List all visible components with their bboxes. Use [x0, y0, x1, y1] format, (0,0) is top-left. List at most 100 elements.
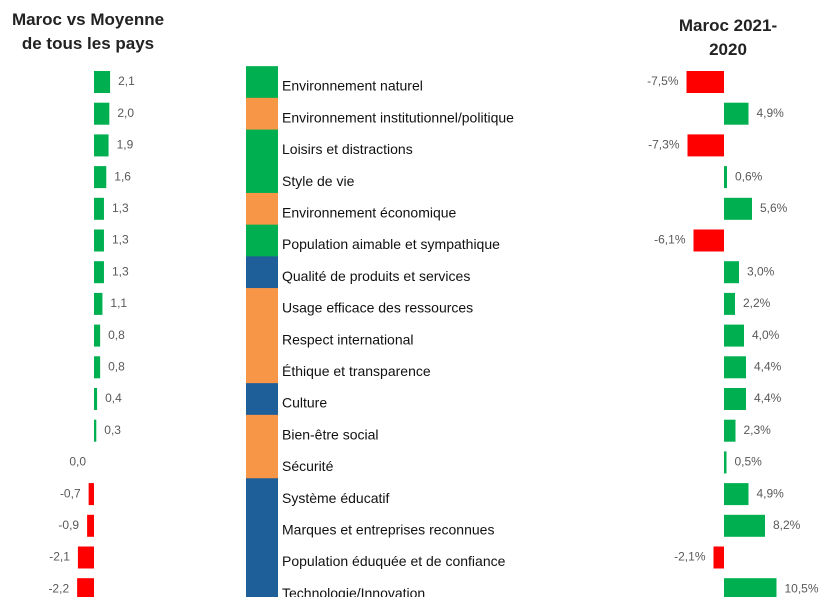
category-block	[246, 161, 278, 194]
category-block	[246, 97, 278, 131]
category-label: Environnement économique	[282, 205, 457, 221]
category-label: Bien-être social	[282, 426, 379, 442]
value-label: 2,1	[118, 74, 135, 88]
bar	[94, 261, 104, 284]
bar	[724, 261, 739, 284]
category-label: Loisirs et distractions	[282, 141, 413, 157]
bar	[94, 419, 97, 442]
category-block	[246, 573, 278, 597]
category-block	[246, 383, 278, 416]
bar	[724, 419, 736, 442]
bar	[94, 134, 109, 157]
value-label: 5,6%	[760, 201, 788, 215]
bar	[724, 197, 752, 220]
value-label: 4,4%	[754, 359, 782, 373]
category-block	[246, 129, 278, 162]
bar	[77, 546, 94, 569]
right-title: Maroc 2021-2020	[678, 16, 778, 59]
bar	[724, 292, 735, 315]
category-block	[246, 224, 278, 257]
bar	[94, 229, 104, 252]
bar	[94, 102, 110, 125]
category-label: Sécurité	[282, 458, 334, 474]
category-label: Culture	[282, 395, 327, 411]
bar	[724, 102, 749, 125]
value-label: 1,3	[112, 233, 129, 247]
bar	[724, 356, 746, 379]
category-label: Technologie/Innovation	[282, 585, 425, 597]
bar	[94, 71, 111, 93]
bar	[687, 134, 724, 157]
value-label: 0,5%	[735, 455, 763, 469]
category-label: Style de vie	[282, 173, 355, 189]
value-label: 10,5%	[785, 581, 819, 595]
category-block	[246, 256, 278, 289]
value-label: 0,6%	[735, 169, 763, 183]
value-label: 2,2%	[743, 296, 771, 310]
category-label: Population aimable et sympathique	[282, 236, 500, 252]
bar	[724, 483, 749, 506]
bar	[94, 292, 103, 315]
bar	[94, 324, 101, 347]
category-label: Population éduquée et de confiance	[282, 553, 506, 569]
value-label: 0,0	[69, 455, 86, 469]
category-block	[246, 414, 278, 448]
value-label: 4,4%	[754, 391, 782, 405]
value-label: -7,3%	[648, 138, 680, 152]
value-label: 4,0%	[752, 328, 780, 342]
bar	[94, 356, 101, 379]
category-label: Système éducatif	[282, 490, 389, 506]
category-label: Marques et entreprises reconnues	[282, 522, 494, 538]
category-block	[246, 66, 278, 99]
value-label: 0,3	[104, 423, 121, 437]
bar	[724, 514, 765, 537]
category-label: Qualité de produits et services	[282, 268, 470, 284]
bar	[88, 483, 94, 506]
category-block	[246, 478, 278, 511]
value-label: -6,1%	[654, 233, 686, 247]
bar	[724, 166, 727, 189]
bar	[87, 514, 94, 537]
bar	[686, 71, 724, 93]
value-label: 1,9	[117, 138, 134, 152]
value-label: 1,6	[114, 169, 131, 183]
category-block	[246, 288, 278, 321]
bar	[713, 546, 724, 569]
bar	[724, 451, 727, 474]
value-label: 0,8	[108, 328, 125, 342]
bar	[724, 324, 744, 347]
value-label: 3,0%	[747, 264, 775, 278]
bar	[94, 197, 104, 220]
value-label: 1,3	[112, 201, 129, 215]
category-label: Usage efficace des ressources	[282, 300, 473, 316]
bar	[724, 388, 746, 410]
bar	[693, 229, 724, 252]
bar	[94, 388, 98, 410]
value-label: -2,1	[49, 550, 70, 564]
category-label: Environnement institutionnel/politique	[282, 109, 514, 125]
category-label: Environnement naturel	[282, 78, 423, 94]
bar	[77, 578, 94, 597]
value-label: -7,5%	[647, 74, 679, 88]
value-label: -0,7	[60, 486, 81, 500]
value-label: 2,0	[117, 106, 134, 120]
category-block	[246, 192, 278, 226]
value-label: 0,8	[108, 359, 125, 373]
value-label: 4,9%	[757, 486, 785, 500]
value-label: 4,9%	[757, 106, 785, 120]
left-title: Maroc vs Moyenne de tous les pays	[11, 10, 165, 53]
category-block	[246, 541, 278, 574]
value-label: 1,3	[112, 264, 129, 278]
category-label: Éthique et transparence	[282, 363, 431, 379]
category-block	[246, 509, 278, 543]
value-label: -2,1%	[674, 550, 706, 564]
value-label: 2,3%	[744, 423, 772, 437]
category-block	[246, 351, 278, 384]
value-label: 8,2%	[773, 518, 801, 532]
category-label: Respect international	[282, 331, 414, 347]
value-label: -2,2	[48, 581, 69, 595]
value-label: 1,1	[110, 296, 127, 310]
bar	[724, 578, 777, 597]
